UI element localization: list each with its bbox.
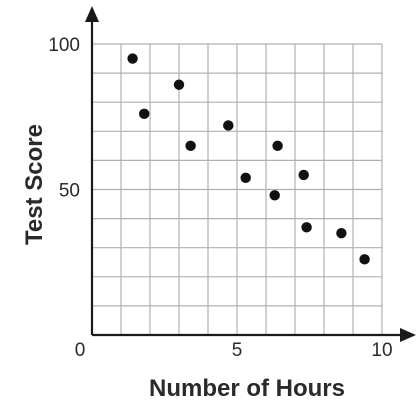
y-tick-label: 100 [48,35,80,56]
axes [85,6,416,342]
data-point [298,169,309,181]
x-axis-title: Number of Hours [149,375,345,402]
data-point [127,53,138,64]
tick-labels: 0 5 10 50 100 [48,35,392,361]
data-point [185,140,196,152]
data-point [240,172,251,184]
grid [92,43,383,335]
x-axis-arrow-icon [400,328,416,342]
data-point [359,254,370,265]
x-tick-label: 10 [371,340,392,361]
data-points [127,53,370,265]
x-tick-label: 5 [232,340,243,361]
x-tick-label: 0 [75,340,86,361]
y-tick-label: 50 [59,181,80,202]
y-axis-title: Test Score [21,124,48,245]
y-axis-arrow-icon [85,6,99,22]
data-point [301,222,312,233]
data-point [336,227,347,239]
data-point [139,108,150,120]
data-point [173,79,185,90]
data-point [272,140,283,152]
data-point [269,190,280,201]
data-point [223,120,234,131]
